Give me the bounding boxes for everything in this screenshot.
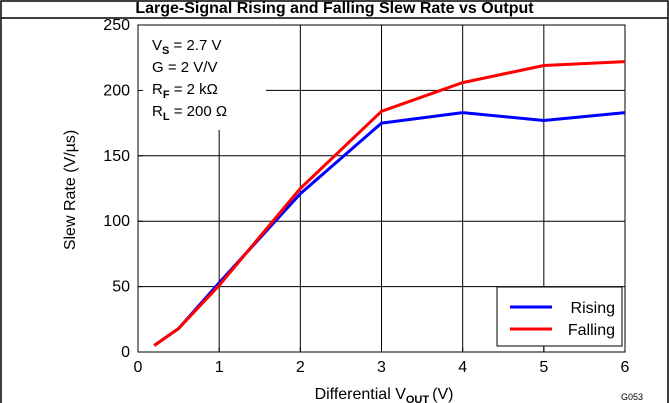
condition-line: G = 2 V/V: [152, 59, 217, 76]
x-axis-title: Differential VOUT (V): [315, 386, 454, 403]
y-tick-label: 100: [103, 213, 130, 230]
y-axis-title: Slew Rate (V/µs): [62, 130, 79, 250]
x-tick-label: 0: [134, 359, 143, 376]
x-axis-title-sub: OUT: [406, 394, 430, 403]
y-tick-label: 0: [121, 344, 130, 361]
figure-code: G053: [621, 392, 643, 402]
condition-line: VS = 2.7 V: [152, 37, 221, 57]
legend: Rising Falling: [496, 286, 623, 347]
condition-line: RF = 2 kΩ: [152, 81, 218, 101]
condition-line: RL = 200 Ω: [152, 103, 227, 123]
legend-label-rising: Rising: [571, 300, 615, 317]
axis-ticks: 0 1 2 3 4 5 6 0 50 100 150 200 250: [103, 17, 629, 376]
x-tick-label: 2: [296, 359, 305, 376]
x-tick-label: 6: [621, 359, 630, 376]
series-line-falling: [153, 60, 626, 347]
y-tick-label: 150: [103, 148, 130, 165]
x-tick-label: 1: [215, 359, 224, 376]
y-tick-label: 250: [103, 17, 130, 34]
x-axis-title-unit: (V): [432, 386, 453, 403]
y-tick-label: 200: [103, 82, 130, 99]
x-axis-title-main: Differential V: [315, 386, 407, 403]
series-layer: [153, 60, 626, 347]
x-tick-label: 3: [377, 359, 386, 376]
x-tick-label: 4: [458, 359, 467, 376]
legend-box: [496, 286, 623, 347]
y-tick-label: 50: [112, 279, 130, 296]
chart-title: Large-Signal Rising and Falling Slew Rat…: [135, 0, 534, 17]
legend-label-falling: Falling: [568, 322, 615, 339]
x-tick-label: 5: [539, 359, 548, 376]
